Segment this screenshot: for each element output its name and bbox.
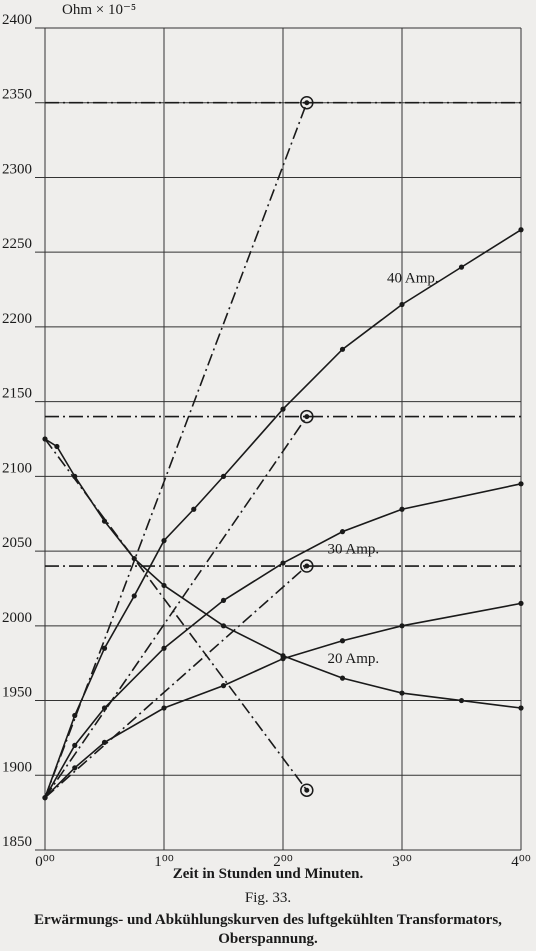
data-point xyxy=(220,473,227,479)
x-tick-label: 2⁰⁰ xyxy=(273,854,293,870)
series-label: 40 Amp. xyxy=(387,270,439,286)
y-tick-label: 1900 xyxy=(2,759,32,775)
y-tick-label: 2050 xyxy=(2,535,32,551)
x-tick-label: 4⁰⁰ xyxy=(511,854,531,870)
data-point xyxy=(220,623,227,629)
data-point xyxy=(399,690,405,696)
data-point xyxy=(458,697,465,704)
data-point xyxy=(518,481,524,487)
end-ring xyxy=(300,95,314,110)
data-point xyxy=(280,560,286,566)
y-tick-label: 2250 xyxy=(2,236,32,252)
series-line xyxy=(44,438,522,709)
y-tick-label: 2100 xyxy=(2,460,32,476)
data-point xyxy=(161,645,167,651)
data-point xyxy=(339,638,346,644)
data-point xyxy=(399,623,405,629)
end-dot xyxy=(304,414,310,420)
data-point xyxy=(161,538,167,544)
data-point xyxy=(72,742,78,748)
series-label: 20 Amp. xyxy=(328,651,380,667)
data-point xyxy=(191,506,197,512)
x-axis-title: Zeit in Stunden und Minuten. xyxy=(173,866,364,882)
end-ring xyxy=(300,559,314,573)
end-ring xyxy=(300,409,314,424)
end-dot xyxy=(304,100,310,106)
y-tick-label: 2000 xyxy=(2,610,32,626)
data-point xyxy=(399,301,405,308)
data-point xyxy=(161,582,167,589)
y-tick-label: 1950 xyxy=(2,685,32,701)
data-point xyxy=(101,705,108,711)
data-point xyxy=(101,645,108,651)
y-tick-label: 2300 xyxy=(2,161,32,177)
series-line xyxy=(44,102,308,798)
data-point xyxy=(161,705,167,711)
end-ring xyxy=(300,783,314,797)
x-tick-label: 1⁰⁰ xyxy=(154,854,174,870)
x-tick-label: 0⁰⁰ xyxy=(35,854,55,870)
series-line xyxy=(44,229,522,798)
caption-line: Oberspannung. xyxy=(218,931,318,947)
series-label: 30 Amp. xyxy=(328,542,380,558)
data-point xyxy=(518,705,524,711)
data-point xyxy=(458,264,465,270)
data-point xyxy=(131,593,137,599)
data-point xyxy=(54,443,60,450)
data-point xyxy=(101,739,108,745)
data-point xyxy=(280,653,286,659)
data-point xyxy=(220,683,227,689)
data-point xyxy=(518,600,524,607)
y-tick-label: 2200 xyxy=(2,311,32,327)
caption-line: Erwärmungs- und Abkühlungskurven des luf… xyxy=(34,912,502,928)
y-axis-title: Ohm × 10⁻⁵ xyxy=(62,2,136,18)
data-point xyxy=(101,518,108,524)
y-tick-label: 2350 xyxy=(2,87,32,103)
data-point xyxy=(339,346,346,352)
data-point xyxy=(399,506,405,512)
series-line xyxy=(44,438,308,791)
y-tick-label: 1850 xyxy=(2,834,32,850)
data-point xyxy=(518,227,524,233)
data-point xyxy=(72,765,78,771)
series-line xyxy=(44,416,308,799)
y-tick-label: 2400 xyxy=(2,12,32,28)
data-point xyxy=(220,597,227,604)
y-tick-label: 2150 xyxy=(2,386,32,402)
end-dot xyxy=(304,787,310,793)
data-point xyxy=(280,406,286,412)
end-dot xyxy=(304,563,310,569)
data-point xyxy=(339,529,346,535)
series-line xyxy=(44,565,308,799)
x-tick-label: 3⁰⁰ xyxy=(392,854,412,870)
figure-label: Fig. 33. xyxy=(245,890,291,906)
data-point xyxy=(339,675,346,681)
